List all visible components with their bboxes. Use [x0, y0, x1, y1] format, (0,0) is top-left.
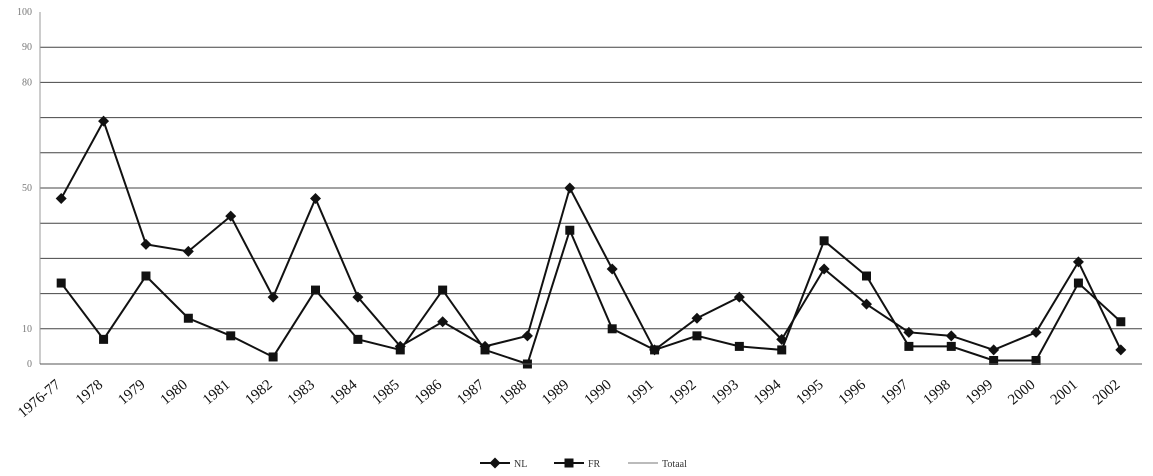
- data-point-fr: [226, 331, 236, 341]
- legend-item-totaal: Totaal: [628, 459, 687, 470]
- y-tick-label: 80: [22, 77, 32, 88]
- data-point-nl: [564, 182, 576, 194]
- data-point-nl: [352, 291, 364, 303]
- x-tick-label: 1984: [327, 376, 361, 408]
- x-tick-label: 1999: [963, 377, 996, 409]
- data-point-nl: [55, 193, 67, 205]
- data-point-nl: [606, 263, 618, 275]
- x-tick-label: 1985: [370, 377, 403, 409]
- x-tick-label: 1982: [242, 377, 275, 409]
- data-point-nl: [818, 263, 830, 275]
- y-tick-label: 0: [27, 359, 32, 370]
- data-point-fr: [1031, 355, 1041, 365]
- x-tick-label: 1995: [793, 377, 826, 409]
- legend-marker-nl: [489, 457, 501, 469]
- data-point-fr: [311, 285, 320, 295]
- data-point-fr: [650, 345, 660, 355]
- legend-item-fr: FR: [554, 458, 601, 470]
- data-point-nl: [182, 245, 194, 257]
- data-point-nl: [691, 312, 703, 324]
- data-point-fr: [438, 285, 448, 295]
- x-tick-label: 2001: [1048, 377, 1081, 409]
- x-tick-label: 1990: [581, 377, 614, 409]
- x-tick-label: 1992: [666, 377, 699, 409]
- data-point-nl: [861, 298, 872, 310]
- data-point-fr: [56, 278, 66, 288]
- series-layer: [55, 115, 1127, 369]
- data-point-nl: [1072, 256, 1084, 268]
- legend-item-nl: NL: [480, 457, 527, 470]
- data-point-fr: [819, 236, 829, 246]
- x-axis: 1976-77 1978 1979 1980 1981 1982 1983 1984 1985 1…: [15, 363, 1142, 421]
- data-point-nl: [267, 291, 279, 303]
- data-point-nl: [225, 210, 237, 222]
- legend-label-fr: FR: [588, 459, 601, 470]
- data-point-nl: [1030, 326, 1042, 338]
- data-point-nl: [988, 344, 1000, 356]
- data-point-fr: [989, 355, 999, 365]
- data-point-fr: [734, 341, 744, 351]
- y-tick-label: 100: [17, 7, 32, 18]
- data-point-nl: [98, 115, 110, 127]
- data-point-fr: [607, 324, 617, 334]
- x-tick-label: 1978: [73, 377, 106, 409]
- data-point-fr: [480, 345, 490, 355]
- x-tick-label: 1976-77: [15, 376, 64, 421]
- y-tick-label: 90: [22, 42, 32, 53]
- y-tick-label: 10: [22, 324, 32, 335]
- data-point-fr: [268, 352, 278, 362]
- x-tick-label: 1993: [709, 377, 742, 409]
- legend-marker-fr: [564, 458, 574, 468]
- data-point-fr: [353, 334, 363, 344]
- x-tick-label: 1983: [285, 377, 318, 409]
- data-point-fr: [183, 313, 193, 323]
- series-line-fr: [60, 227, 1122, 366]
- x-tick-label: 2000: [1005, 377, 1038, 409]
- y-tick-label: 50: [22, 183, 32, 194]
- x-tick-label: 1996: [836, 376, 870, 408]
- x-tick-label: 1988: [497, 377, 530, 409]
- x-tick-label: 1980: [158, 377, 191, 409]
- data-point-fr: [1116, 317, 1126, 327]
- data-point-nl: [310, 193, 321, 205]
- data-point-fr: [692, 331, 702, 341]
- x-tick-label: 2002: [1090, 377, 1123, 409]
- x-tick-label: 1989: [539, 377, 572, 409]
- data-point-nl: [140, 238, 152, 250]
- x-tick-label: 1987: [454, 376, 488, 408]
- data-point-fr: [946, 341, 956, 351]
- data-point-fr: [565, 225, 575, 235]
- data-point-nl: [521, 330, 533, 342]
- data-point-fr: [777, 345, 787, 355]
- series-line-nl: [60, 118, 1122, 352]
- data-point-fr: [904, 341, 914, 351]
- x-tick-label: 1986: [412, 376, 446, 408]
- data-point-fr: [1073, 278, 1083, 288]
- series-fr: [56, 225, 1126, 369]
- x-tick-label: 1979: [115, 377, 148, 409]
- y-axis: 0 10 50 80 90 100: [17, 7, 41, 370]
- data-point-fr: [141, 271, 151, 281]
- data-point-nl: [945, 330, 957, 342]
- data-point-nl: [733, 291, 745, 303]
- data-point-fr: [395, 345, 405, 355]
- x-tick-label: 1994: [751, 376, 785, 408]
- x-tick-label: 1981: [200, 377, 233, 409]
- data-point-nl: [903, 326, 915, 338]
- data-point-fr: [862, 271, 871, 281]
- x-tick-label: 1991: [624, 377, 657, 409]
- data-point-fr: [99, 334, 109, 344]
- x-tick-label: 1998: [921, 377, 954, 409]
- x-tick-label: 1997: [878, 376, 912, 408]
- legend-label-nl: NL: [514, 459, 527, 470]
- legend-label-totaal: Totaal: [662, 459, 687, 470]
- data-point-nl: [1115, 344, 1127, 356]
- data-point-nl: [437, 316, 449, 328]
- legend: NL FR Totaal: [480, 457, 687, 470]
